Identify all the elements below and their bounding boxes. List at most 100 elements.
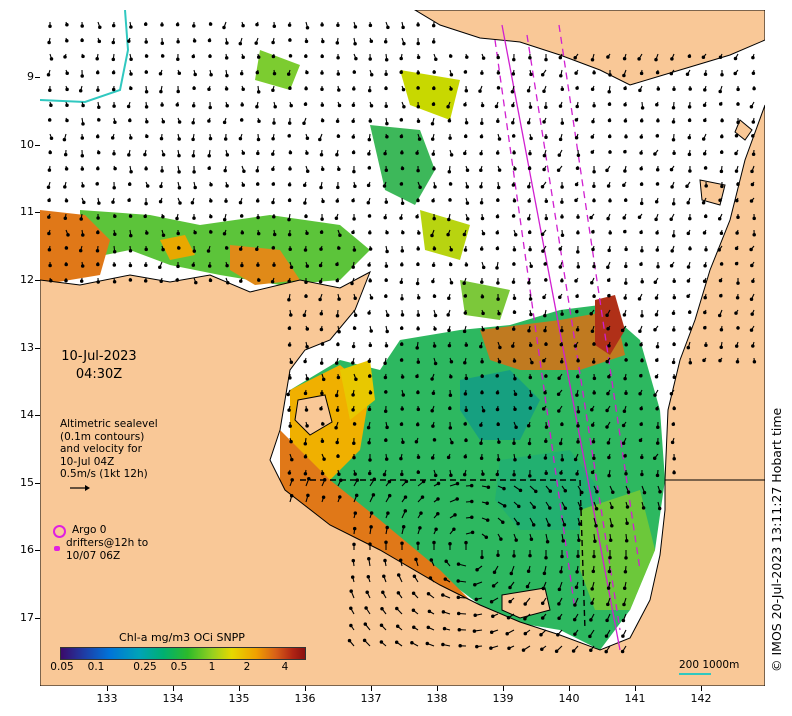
current-vector-head (751, 134, 755, 138)
current-vector-head (175, 278, 179, 282)
current-vector-head (307, 476, 311, 481)
current-vector-head (303, 455, 308, 459)
current-vector-head (335, 262, 339, 267)
current-vector-head (560, 278, 564, 283)
current-vector-head (287, 408, 291, 412)
current-vector-head (751, 279, 755, 283)
current-vector-head (144, 263, 148, 268)
current-vector-head (384, 200, 389, 204)
current-vector-head (65, 87, 69, 92)
current-vector-head (160, 169, 164, 173)
current-vector-head (623, 169, 627, 173)
current-vector-head (320, 342, 325, 346)
current-vector-head (752, 86, 756, 91)
colorbar-tick: 1 (208, 661, 216, 673)
current-vector-head (589, 311, 593, 316)
current-vector-head (145, 120, 149, 124)
current-vector-head (575, 374, 580, 379)
current-vector-head (751, 55, 755, 60)
current-vector-head (688, 360, 693, 365)
current-vector-head (495, 326, 500, 330)
current-vector-head (322, 478, 327, 482)
current-vector-head (112, 250, 117, 254)
current-vector-head (496, 86, 501, 90)
current-vector-head (752, 359, 757, 364)
current-vector-head (589, 648, 593, 652)
map-frame[interactable] (40, 10, 765, 686)
current-vector-head (127, 198, 131, 203)
current-vector-head (458, 644, 462, 648)
current-vector-head (509, 571, 514, 576)
current-vector-head (449, 87, 453, 91)
current-vector-head (499, 537, 503, 541)
legend-line: (0.1m contours) (60, 430, 145, 443)
current-vector-head (160, 103, 164, 107)
current-vector-head (415, 422, 420, 427)
current-vector-head (610, 523, 614, 528)
current-vector-head (638, 329, 642, 334)
current-vector-head (607, 294, 611, 298)
current-vector-head (433, 473, 438, 478)
current-vector-head (416, 86, 420, 90)
current-vector-head (396, 573, 401, 577)
current-vector-head (144, 201, 148, 206)
current-vector-head (431, 279, 435, 284)
current-vector-head (305, 169, 310, 173)
current-vector-head (416, 407, 421, 412)
current-vector-head (366, 201, 371, 205)
current-vector-head (495, 472, 500, 477)
current-vector-head (671, 120, 676, 124)
current-vector-head (560, 185, 564, 189)
current-vector-head (523, 617, 527, 621)
current-vector-head (395, 606, 399, 611)
time-text: 04:30Z (75, 367, 123, 382)
current-vector-head (541, 407, 546, 411)
current-vector-head (734, 134, 739, 138)
current-vector-head (209, 199, 213, 203)
current-vector-head (638, 392, 642, 396)
current-vector-head (485, 518, 490, 522)
current-vector-head (399, 342, 404, 347)
current-vector-head (222, 120, 227, 125)
current-vector-head (431, 424, 435, 428)
current-vector-head (591, 569, 596, 574)
current-vector-head (640, 280, 644, 284)
current-vector-head (703, 72, 708, 77)
current-vector-head (512, 472, 516, 477)
current-vector-head (320, 87, 324, 91)
current-vector-head (548, 506, 552, 510)
current-vector-head (463, 454, 468, 459)
current-vector-head (507, 646, 511, 651)
current-vector-head (272, 71, 277, 76)
current-vector-head (303, 201, 307, 205)
current-vector-head (528, 375, 533, 380)
current-vector-head (192, 170, 196, 174)
current-vector-head (367, 166, 372, 170)
current-vector-head (448, 54, 453, 58)
current-vector-head (255, 182, 260, 186)
current-vector-head (208, 22, 213, 26)
current-vector-head (653, 280, 658, 285)
current-vector-head (271, 88, 275, 93)
current-vector-head (304, 86, 308, 91)
current-vector-head (321, 199, 325, 204)
current-vector-head (304, 280, 308, 285)
current-vector-head (606, 586, 611, 590)
current-vector-head (481, 231, 486, 236)
current-vector-head (349, 606, 353, 611)
current-vector-head (624, 556, 628, 560)
current-vector-head (371, 493, 376, 497)
current-vector-head (351, 119, 355, 124)
current-vector-head (432, 246, 437, 251)
current-vector-head (575, 327, 580, 332)
current-vector-head (97, 118, 101, 122)
current-vector-head (176, 57, 180, 62)
current-vector-head (655, 182, 660, 186)
current-vector-head (735, 359, 740, 364)
current-vector-head (718, 198, 722, 203)
current-vector-head (353, 511, 358, 515)
current-vector-head (671, 138, 676, 142)
current-vector-head (686, 231, 691, 236)
current-vector-head (430, 456, 435, 460)
current-vector-head (449, 153, 454, 157)
